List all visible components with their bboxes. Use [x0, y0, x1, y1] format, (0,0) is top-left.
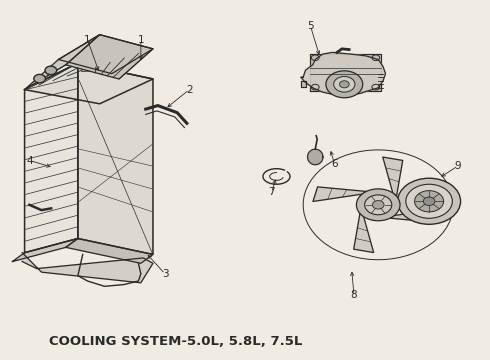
Circle shape — [406, 184, 452, 218]
Polygon shape — [66, 238, 153, 263]
Circle shape — [365, 195, 392, 215]
Text: 1: 1 — [84, 35, 91, 45]
Circle shape — [372, 201, 384, 209]
Polygon shape — [301, 53, 386, 95]
Polygon shape — [12, 238, 78, 261]
Polygon shape — [390, 208, 443, 223]
Text: 1: 1 — [138, 35, 144, 45]
Circle shape — [334, 77, 355, 92]
Circle shape — [326, 71, 363, 98]
Circle shape — [34, 75, 46, 83]
Circle shape — [415, 191, 443, 212]
Circle shape — [356, 189, 400, 221]
Text: 6: 6 — [331, 159, 338, 169]
Polygon shape — [24, 63, 153, 104]
Polygon shape — [354, 213, 374, 253]
Text: 3: 3 — [162, 269, 169, 279]
Text: 9: 9 — [455, 161, 462, 171]
Text: 7: 7 — [269, 188, 275, 197]
Polygon shape — [58, 35, 153, 74]
Polygon shape — [383, 157, 403, 196]
Polygon shape — [66, 35, 153, 79]
Text: 2: 2 — [186, 85, 193, 95]
Circle shape — [45, 66, 57, 75]
Polygon shape — [308, 149, 323, 165]
Polygon shape — [24, 35, 99, 90]
Polygon shape — [78, 63, 153, 255]
Polygon shape — [313, 187, 367, 202]
Text: 5: 5 — [307, 21, 314, 31]
Text: 8: 8 — [351, 290, 357, 300]
Text: COOLING SYSTEM-: COOLING SYSTEM- — [49, 335, 187, 348]
Text: 5.0L, 5.8L, 7.5L: 5.0L, 5.8L, 7.5L — [187, 335, 302, 348]
Polygon shape — [22, 253, 153, 283]
Polygon shape — [310, 54, 381, 91]
Circle shape — [397, 178, 461, 224]
Circle shape — [423, 197, 435, 206]
Text: 4: 4 — [26, 156, 33, 166]
Polygon shape — [24, 63, 78, 253]
Circle shape — [340, 81, 349, 88]
Polygon shape — [301, 81, 306, 87]
